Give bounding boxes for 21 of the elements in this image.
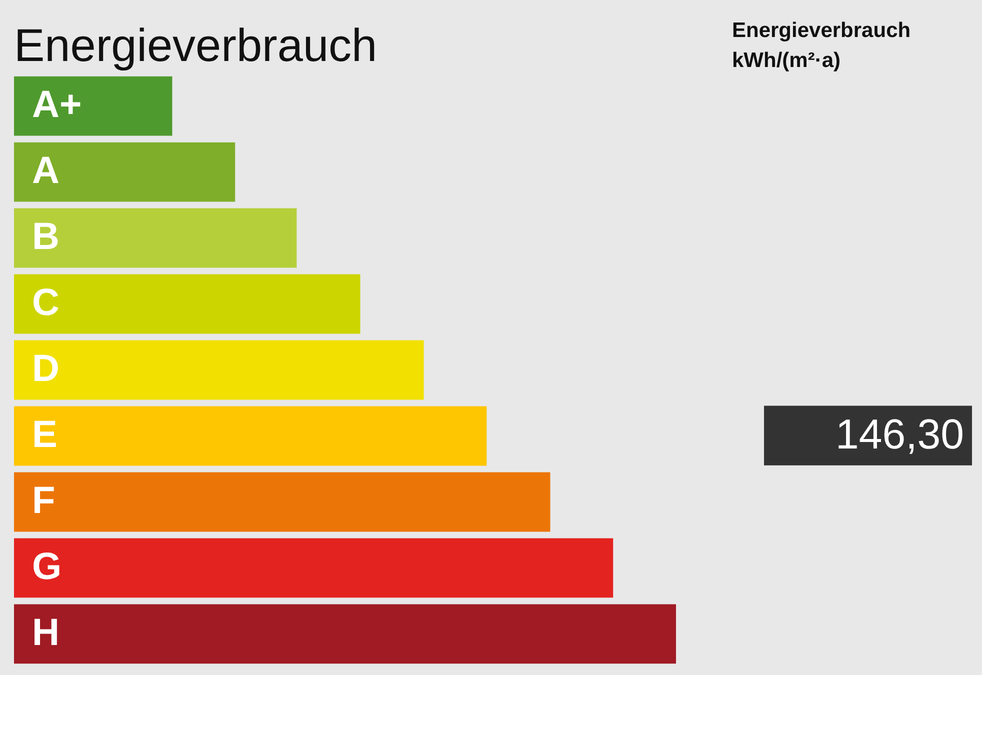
bar [14, 274, 360, 334]
y-tick-label: B [32, 216, 60, 258]
y-tick-label: D [32, 348, 60, 390]
bar [14, 208, 297, 268]
y-tick-label: A [32, 150, 60, 192]
bar [14, 472, 550, 532]
bar [14, 538, 614, 598]
text: Energieverbrauch kWh/(m²·a) [732, 19, 911, 72]
y-tick-label: A+ [32, 84, 82, 126]
y-tick-label: G [32, 546, 62, 588]
bar [14, 142, 236, 202]
bar [14, 406, 487, 466]
y-tick-label: F [32, 480, 56, 522]
text: 146,30 [836, 410, 964, 458]
y-tick-label: C [32, 282, 60, 324]
bar [14, 76, 172, 136]
bar [14, 604, 676, 664]
y-tick-label: E [32, 414, 58, 456]
y-tick-label: H [32, 612, 60, 654]
bar [14, 340, 424, 400]
chart-title: Energieverbrauch [14, 19, 378, 71]
